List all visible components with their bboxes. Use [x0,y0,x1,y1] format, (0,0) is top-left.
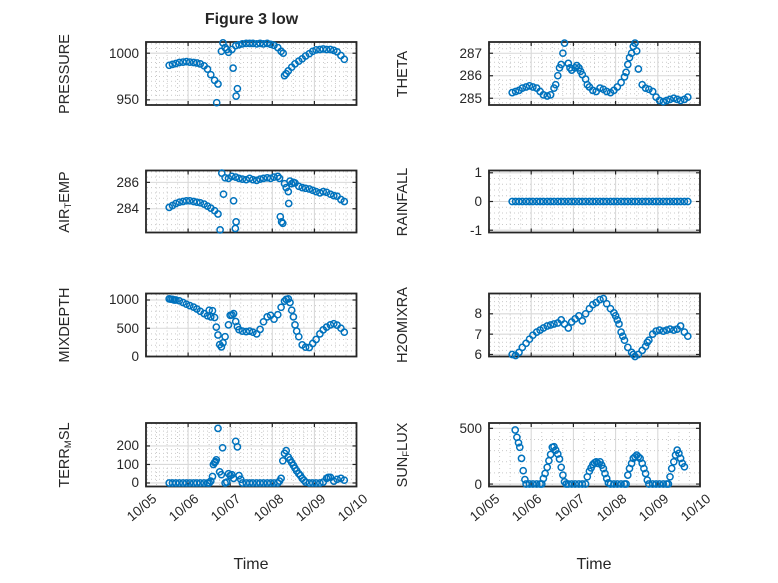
ylabel-terrmsl: TERRMSL [57,422,75,488]
y-tick-label: 1000 [108,292,139,308]
ylabel-text: SL [57,422,73,440]
grid-major [489,293,700,357]
ylabel-subscript: M [63,439,75,448]
subplot-sunflux [488,422,701,488]
tick-marks [145,293,358,358]
tick-marks [145,423,358,487]
y-tick-label: 1000 [108,45,139,61]
scatter-series-mixdepth [165,295,349,352]
tick-marks [488,170,701,233]
axes-box [145,41,358,106]
figure-title: Figure 3 low [204,11,299,28]
ylabel-text: EMP [57,170,73,203]
axes-box [488,41,701,106]
xlabel-time-left: Time [233,556,269,573]
y-tick-label: 500 [116,320,139,336]
ylabel-theta: THETA [395,50,411,96]
subplot-theta [488,39,701,106]
axes-box [488,422,701,488]
ylabel-text: THETA [395,50,411,97]
subplot-airtemp [145,169,358,234]
y-tick-label: 285 [459,90,482,106]
ylabel-text: TERR [57,447,73,488]
tick-marks [145,42,358,105]
ylabel-rainfall: RAINFALL [395,167,411,236]
y-tick-label: 0 [474,476,482,492]
subplot-pressure [145,39,358,107]
xlabel-time-right: Time [576,556,612,573]
y-tick-label: 950 [116,92,139,108]
grid-minor [490,171,699,232]
ylabel-text: PRESSURE [57,33,73,114]
ylabel-mixdepth: MIXDEPTH [57,288,73,363]
axes-box [145,422,358,488]
subplot-mixdepth [145,292,358,358]
ylabel-airtemp: AIRTEMP [57,170,75,233]
ylabel-subscript: F [401,450,413,457]
y-tick-label: 8 [474,306,482,322]
subplot-terrmsl [145,422,358,488]
ylabel-pressure: PRESSURE [57,34,73,114]
ylabel-text: RAINFALL [395,167,411,236]
ylabel-text: LUX [395,422,411,451]
grid-minor [490,294,699,356]
y-tick-label: 6 [474,346,482,362]
ylabel-text: H2OMIXRA [395,287,411,363]
scatter-series-terrmsl [165,424,349,487]
scatter-series-pressure [165,39,349,107]
subplot-rainfall [488,169,701,234]
ylabel-text: MIXDEPTH [57,287,73,363]
y-tick-label: 7 [474,326,482,342]
y-tick-label: 287 [459,45,482,61]
tick-marks [488,423,701,487]
y-tick-label: -1 [469,222,482,238]
ylabel-h2omixra: H2OMIXRA [395,287,411,363]
ylabel-text: SUN [395,456,411,488]
y-tick-label: 286 [459,68,482,84]
scatter-series-theta [508,39,692,106]
y-tick-label: 286 [116,174,139,190]
y-tick-label: 0 [131,349,139,364]
scatter-series-sunflux [511,426,689,488]
y-tick-label: 0 [474,194,482,209]
y-tick-label: 500 [459,420,482,436]
scatter-series-h2omixra [508,294,692,361]
tick-marks [488,293,701,357]
axes-box [145,292,358,358]
y-tick-label: 0 [131,475,139,491]
y-tick-label: 200 [116,438,139,454]
ylabel-sunflux: SUNFLUX [395,422,413,488]
y-tick-label: 100 [116,456,139,472]
scatter-series-airtemp [165,169,349,234]
grid-minor [147,43,356,106]
scatter-series-rainfall [508,197,692,206]
subplot-h2omixra [488,292,701,361]
ylabel-subscript: T [63,202,75,209]
ylabel-text: AIR [57,208,73,233]
y-tick-label: 284 [116,201,139,217]
tick-marks [488,42,701,105]
axes-box [145,169,358,234]
y-tick-label: 1 [474,165,482,181]
axes-box [488,292,701,358]
tick-marks [145,170,358,233]
grid-major [489,170,700,233]
